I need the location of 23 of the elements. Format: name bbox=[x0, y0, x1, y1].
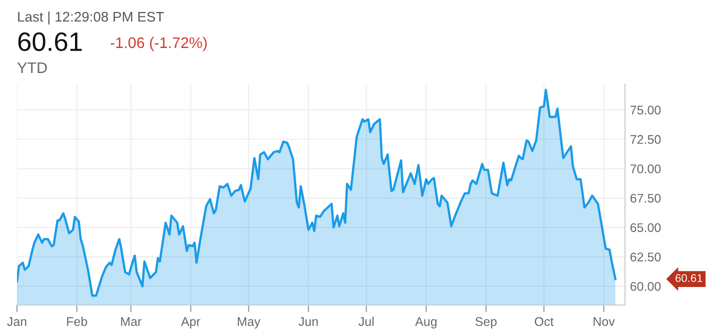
text: YTD bbox=[17, 62, 47, 73]
y-tick-label: 62.50 bbox=[630, 252, 661, 262]
x-tick-label: Jan bbox=[7, 317, 26, 326]
x-tick-label: Feb bbox=[67, 316, 88, 326]
x-tick-label: Apr bbox=[181, 317, 200, 328]
x-tick-label: Aug bbox=[415, 317, 437, 328]
text: -1.06 (-1.72%) bbox=[110, 36, 207, 52]
x-tick-label: Jun bbox=[298, 317, 318, 326]
chart-title: Last | 12:29:08 PM EST bbox=[18, 11, 164, 25]
y-tick-label: 65.00 bbox=[630, 223, 661, 232]
text: 60.61 bbox=[676, 274, 702, 282]
y-tick-label: 60.00 bbox=[630, 282, 661, 291]
x-tick-label: Oct bbox=[534, 317, 554, 326]
y-tick-label: 70.00 bbox=[630, 164, 661, 174]
y-tick-label: 72.50 bbox=[630, 135, 661, 144]
x-tick-label: Jul bbox=[358, 316, 374, 326]
x-tick-label: Mar bbox=[121, 317, 142, 326]
y-tick-label: 75.00 bbox=[630, 106, 661, 115]
x-tick-label: May bbox=[238, 317, 260, 328]
x-tick-label: Sep bbox=[475, 317, 497, 328]
y-tick-label: 67.50 bbox=[630, 194, 661, 203]
x-tick-label: Nov bbox=[594, 317, 615, 326]
text: 60.61 bbox=[18, 32, 82, 52]
